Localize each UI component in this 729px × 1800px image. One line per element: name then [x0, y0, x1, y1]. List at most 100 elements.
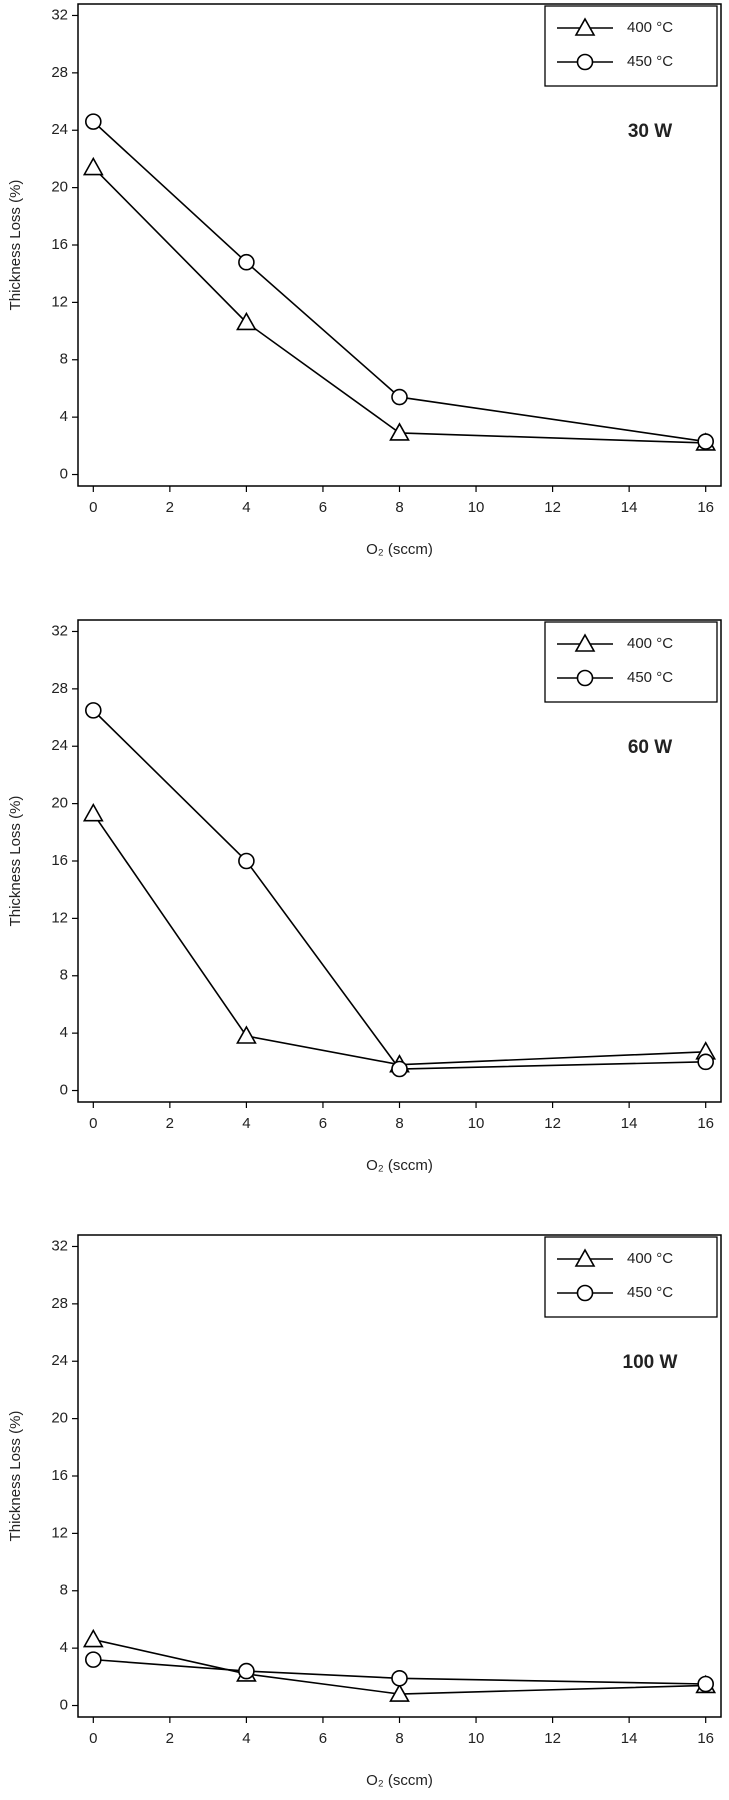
- y-tick-label: 20: [51, 179, 68, 196]
- x-tick-label: 8: [395, 1115, 403, 1132]
- y-tick-label: 0: [60, 1696, 68, 1713]
- x-tick-label: 14: [621, 1115, 638, 1132]
- marker-triangle: [82, 1628, 104, 1648]
- y-tick-label: 20: [51, 795, 68, 812]
- y-tick-label: 24: [51, 737, 68, 754]
- annotation: 30 W: [628, 121, 672, 142]
- y-tick-label: 28: [51, 680, 68, 697]
- x-axis-label: O₂ (sccm): [366, 1772, 433, 1789]
- marker-circle: [85, 113, 102, 130]
- x-tick-label: 8: [395, 499, 403, 516]
- y-tick-label: 32: [51, 1237, 68, 1254]
- y-tick-label: 4: [60, 1024, 68, 1041]
- y-tick-label: 8: [60, 967, 68, 984]
- series-line: [92, 709, 706, 1070]
- legend-label: 400 °C: [627, 1250, 673, 1267]
- x-tick-label: 12: [544, 1730, 561, 1747]
- x-axis-label: O₂ (sccm): [366, 541, 433, 558]
- x-tick-label: 12: [544, 1115, 561, 1132]
- marker-circle: [391, 388, 408, 406]
- legend: 400 °C 450 °C: [544, 621, 718, 703]
- y-tick-label: 4: [60, 1639, 68, 1656]
- marker-circle: [238, 1662, 255, 1680]
- x-tick-label: 14: [621, 499, 638, 516]
- x-tick-label: 4: [242, 1115, 250, 1132]
- marker-circle: [697, 1053, 714, 1071]
- marker-circle: [697, 1675, 714, 1693]
- x-tick-label: 10: [468, 1115, 485, 1132]
- legend-marker: [574, 1248, 596, 1267]
- annotation: 100 W: [623, 1352, 678, 1373]
- marker-triangle: [236, 311, 257, 331]
- y-tick-label: 0: [60, 1081, 68, 1098]
- x-tick-label: 0: [89, 1115, 97, 1132]
- annotation: 60 W: [628, 737, 672, 758]
- y-tick-label: 24: [51, 121, 68, 138]
- marker-triangle: [236, 1025, 257, 1044]
- marker-triangle: [389, 422, 410, 441]
- x-tick-label: 0: [89, 499, 97, 516]
- legend-marker: [576, 669, 594, 687]
- legend-marker: [574, 633, 596, 652]
- legend-box: [544, 1236, 718, 1318]
- legend-box: [544, 621, 718, 703]
- x-tick-label: 12: [544, 499, 561, 516]
- x-tick-label: 16: [697, 499, 714, 516]
- y-tick-label: 8: [60, 1582, 68, 1599]
- series-line: [92, 166, 706, 444]
- x-tick-label: 6: [319, 1115, 327, 1132]
- marker-circle: [85, 702, 102, 719]
- legend-label: 450 °C: [627, 53, 673, 70]
- x-tick-label: 0: [89, 1730, 97, 1747]
- x-tick-label: 6: [319, 499, 327, 516]
- legend-label: 400 °C: [627, 635, 673, 652]
- series-line: [93, 1658, 706, 1685]
- y-tick-label: 12: [51, 293, 68, 310]
- legend-marker: [576, 1284, 594, 1302]
- x-tick-label: 8: [395, 1730, 403, 1747]
- y-tick-label: 24: [51, 1352, 68, 1369]
- y-tick-label: 16: [51, 852, 68, 869]
- legend-label: 400 °C: [627, 19, 673, 36]
- series-line: [93, 1638, 706, 1695]
- legend-label: 450 °C: [627, 1284, 673, 1301]
- series-line: [92, 813, 706, 1066]
- y-tick-label: 12: [51, 909, 68, 926]
- y-tick-label: 8: [60, 351, 68, 368]
- marker-circle: [85, 1651, 102, 1668]
- x-tick-label: 16: [697, 1730, 714, 1747]
- legend-label: 450 °C: [627, 669, 673, 686]
- marker-triangle: [82, 156, 104, 176]
- marker-circle: [391, 1060, 408, 1078]
- marker-circle: [238, 253, 255, 271]
- y-tick-label: 4: [60, 408, 68, 425]
- marker-triangle: [82, 803, 104, 822]
- y-tick-label: 20: [51, 1410, 68, 1427]
- marker-circle: [391, 1669, 408, 1687]
- marker-triangle: [389, 1683, 410, 1702]
- y-tick-label: 32: [51, 622, 68, 639]
- legend-marker: [574, 17, 596, 36]
- x-tick-label: 2: [166, 499, 174, 516]
- series-line: [92, 121, 706, 443]
- y-tick-label: 0: [60, 465, 68, 482]
- x-axis-label: O₂ (sccm): [366, 1157, 433, 1174]
- y-tick-label: 28: [51, 1295, 68, 1312]
- y-axis-label: Thickness Loss (%): [7, 1411, 24, 1542]
- y-tick-label: 16: [51, 236, 68, 253]
- y-tick-label: 16: [51, 1467, 68, 1484]
- marker-circle: [697, 433, 714, 450]
- x-tick-label: 4: [242, 499, 250, 516]
- x-tick-label: 2: [166, 1115, 174, 1132]
- x-tick-label: 4: [242, 1730, 250, 1747]
- marker-circle: [238, 852, 255, 870]
- y-axis-label: Thickness Loss (%): [7, 180, 24, 311]
- legend-box: [544, 5, 718, 87]
- y-tick-label: 28: [51, 64, 68, 81]
- x-tick-label: 10: [468, 499, 485, 516]
- y-axis-label: Thickness Loss (%): [7, 796, 24, 927]
